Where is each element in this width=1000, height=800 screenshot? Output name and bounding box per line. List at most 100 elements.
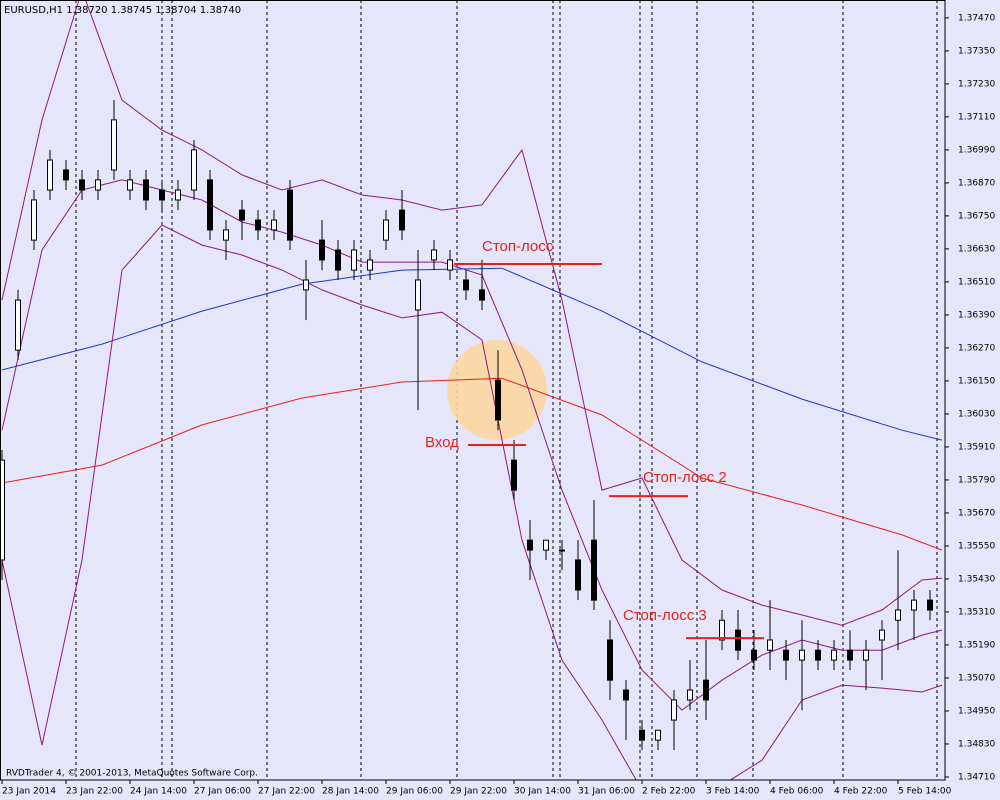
candle-body — [127, 179, 133, 191]
y-tick-label: 1.37230 — [958, 79, 995, 89]
x-tick-label: 31 Jan 06:00 — [578, 787, 635, 797]
candle-body — [399, 209, 405, 231]
y-tick-label: 1.34710 — [958, 772, 995, 782]
x-tick-label: 2 Feb 22:00 — [642, 787, 696, 797]
candle-body — [623, 689, 629, 701]
y-tick-label: 1.34950 — [958, 706, 995, 716]
y-tick-label: 1.35550 — [958, 541, 995, 551]
x-tick-label: 29 Jan 22:00 — [450, 787, 507, 797]
candle-body — [351, 249, 357, 271]
candle-body — [895, 609, 901, 621]
candle-body — [191, 149, 197, 191]
candle-body — [543, 539, 549, 551]
candle-body — [159, 189, 165, 201]
x-tick-label: 30 Jan 14:00 — [514, 787, 571, 797]
candle-body — [639, 729, 645, 741]
annotation-label: Стоп-лосс 3 — [623, 607, 707, 624]
y-tick-label: 1.35910 — [958, 442, 995, 452]
candle-body — [239, 209, 245, 221]
candle-body — [383, 219, 389, 241]
y-tick-label: 1.34830 — [958, 739, 995, 749]
y-tick-label: 1.36150 — [958, 376, 995, 386]
x-tick-label: 23 Jan 22:00 — [66, 787, 123, 797]
candle-body — [495, 379, 501, 421]
candle-body — [591, 539, 597, 601]
candle-body — [687, 689, 693, 701]
candle-body — [879, 629, 885, 641]
candle-body — [111, 119, 117, 171]
x-tick-label: 5 Feb 14:00 — [898, 787, 952, 797]
candle-body — [63, 169, 69, 181]
candle-body — [207, 179, 213, 231]
candle-body — [143, 179, 149, 201]
candle-body — [607, 639, 613, 681]
x-tick-label: 28 Jan 14:00 — [322, 787, 379, 797]
y-tick-label: 1.36390 — [958, 310, 995, 320]
y-tick-label: 1.37110 — [958, 112, 995, 122]
candle-body — [863, 649, 869, 661]
candle-body — [303, 279, 309, 291]
candle-body — [175, 189, 181, 201]
annotation-label: Стоп-лосс 2 — [643, 469, 727, 486]
y-tick-label: 1.35070 — [958, 673, 995, 683]
candle-body — [319, 239, 325, 261]
candle-body — [271, 219, 277, 231]
candle-body — [31, 199, 37, 241]
candle-body — [831, 649, 837, 661]
candle-body — [287, 189, 293, 241]
y-tick-label: 1.37470 — [958, 13, 995, 23]
x-tick-label: 24 Jan 14:00 — [130, 787, 187, 797]
footer: RVDTrader 4, © 2001-2013, MetaQuotes Sof… — [6, 769, 258, 779]
x-tick-label: 23 Jan 2014 — [2, 787, 56, 797]
period-separators — [75, 0, 938, 780]
candle-body — [575, 559, 581, 591]
y-tick-label: 1.36750 — [958, 211, 995, 221]
y-tick-label: 1.37350 — [958, 46, 995, 56]
indicator-line — [1, 0, 943, 626]
candle-body — [815, 649, 821, 661]
candle-body — [367, 259, 373, 271]
candle-body — [415, 279, 421, 311]
candle-body — [719, 619, 725, 641]
x-tick-label: 3 Feb 14:00 — [706, 787, 760, 797]
plot-area — [0, 0, 943, 780]
candle-body — [799, 649, 805, 661]
x-tick-label: 4 Feb 22:00 — [834, 787, 888, 797]
x-tick-label: 4 Feb 06:00 — [770, 787, 824, 797]
x-tick-label: 29 Jan 06:00 — [386, 787, 443, 797]
candle-body — [15, 299, 21, 351]
y-tick-label: 1.36270 — [958, 343, 995, 353]
candle-body — [911, 599, 917, 611]
candle-body — [47, 159, 53, 191]
candle-body — [511, 459, 517, 491]
candle-body — [223, 229, 229, 241]
y-tick-label: 1.35430 — [958, 574, 995, 584]
candle-body — [927, 599, 933, 611]
annotation-label: Вход — [425, 434, 459, 451]
y-tick-label: 1.35310 — [958, 607, 995, 617]
candle-body — [95, 179, 101, 191]
candle-body — [751, 649, 757, 661]
candle-body — [479, 289, 485, 301]
candle-body — [335, 249, 341, 271]
y-tick-label: 1.36630 — [958, 244, 995, 254]
candle-body — [0, 459, 5, 561]
candle-body — [463, 279, 469, 291]
plot-frame — [0, 0, 946, 781]
candle-body — [447, 259, 453, 271]
y-tick-label: 1.35190 — [958, 640, 995, 650]
candle-body — [847, 649, 853, 661]
candle-body — [767, 639, 773, 651]
x-tick-label: 27 Jan 22:00 — [258, 787, 315, 797]
y-tick-label: 1.35790 — [958, 475, 995, 485]
candle-body — [735, 629, 741, 651]
candle-body — [527, 539, 533, 551]
annotation-label: Стоп-лосс — [482, 238, 554, 255]
y-tick-label: 1.36870 — [958, 178, 995, 188]
candle-body — [703, 679, 709, 701]
y-tick-label: 1.36030 — [958, 409, 995, 419]
candle-body — [783, 649, 789, 661]
x-tick-label: 27 Jan 06:00 — [194, 787, 251, 797]
